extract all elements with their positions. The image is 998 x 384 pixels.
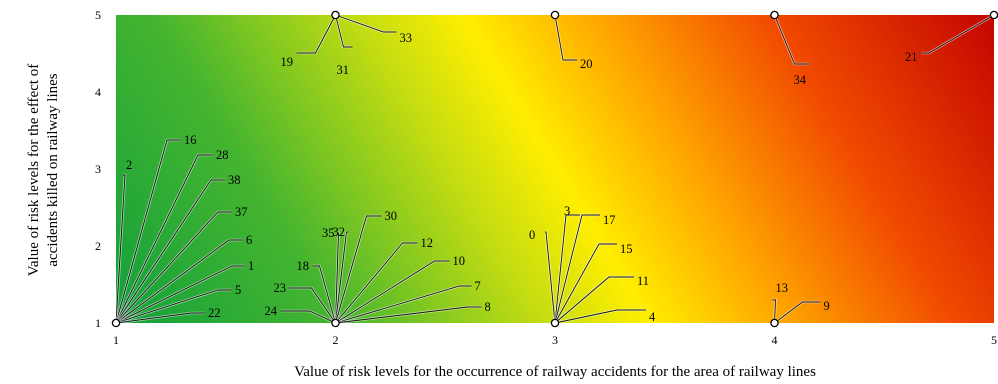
- point-label: 17: [603, 213, 616, 227]
- leader-line: [115, 289, 232, 324]
- leader-line: [335, 306, 482, 324]
- point-label: 19: [281, 55, 294, 69]
- point-label: 16: [184, 133, 197, 147]
- point-label: 3: [564, 204, 570, 218]
- leader-line: [115, 179, 225, 324]
- data-point: [550, 10, 560, 20]
- x-tick-label: 1: [113, 333, 119, 347]
- leader-line: [335, 242, 418, 324]
- point-label: 9: [824, 299, 830, 313]
- point-label: 32: [333, 225, 346, 239]
- point-label: 1: [248, 259, 254, 273]
- x-axis-title: Value of risk levels for the occurrence …: [294, 364, 816, 380]
- point-label: 34: [794, 73, 807, 87]
- y-tick-label: 1: [95, 316, 101, 330]
- point-label: 0: [529, 228, 535, 242]
- leader-line: [312, 265, 336, 324]
- x-tick-label: 2: [333, 333, 339, 347]
- point-label: 2: [126, 158, 132, 172]
- leader-line: [335, 14, 397, 33]
- y-axis-title-line: Value of risk levels for the effect of: [26, 64, 42, 277]
- leader-line: [554, 214, 600, 324]
- leader-line: [115, 312, 205, 324]
- point-label: 23: [274, 281, 287, 295]
- point-label: 35: [322, 226, 335, 240]
- point-label: 7: [475, 279, 481, 293]
- leader-line: [335, 260, 450, 324]
- data-point: [989, 10, 998, 20]
- y-tick-label: 5: [95, 8, 101, 22]
- data-markers: [111, 10, 998, 328]
- data-point: [331, 10, 340, 20]
- leader-line: [554, 309, 646, 324]
- point-label: 4: [649, 310, 656, 324]
- point-label: 38: [228, 173, 241, 187]
- leader-line: [115, 239, 243, 324]
- point-label: 18: [297, 259, 310, 273]
- y-axis-title-line: accidents killed on railway lines: [45, 73, 61, 266]
- x-tick-label: 5: [991, 333, 997, 347]
- point-label: 21: [905, 50, 918, 64]
- leader-line: [280, 310, 336, 324]
- plot-area-heatmap: [116, 15, 994, 323]
- point-label: 28: [216, 148, 229, 162]
- leader-line: [335, 215, 382, 324]
- x-tick-label: 4: [772, 333, 778, 347]
- point-label: 10: [453, 254, 466, 268]
- leader-line: [289, 287, 336, 324]
- leader-line: [545, 231, 556, 324]
- data-point: [770, 318, 779, 328]
- point-label: 30: [385, 209, 398, 223]
- point-label: 22: [208, 306, 221, 320]
- x-axis-ticks: 1 2 3 4 5: [113, 333, 997, 347]
- point-label: 33: [400, 31, 413, 45]
- leader-lines: [114, 13, 995, 325]
- y-tick-label: 2: [95, 239, 101, 253]
- point-label: 11: [637, 274, 649, 288]
- point-label: 24: [265, 304, 278, 318]
- data-point: [550, 318, 560, 328]
- leader-line: [115, 139, 181, 324]
- leader-line: [335, 14, 353, 48]
- y-axis-ticks: 1 2 3 4 5: [95, 8, 101, 330]
- leader-line: [554, 14, 577, 61]
- leader-line: [921, 14, 995, 54]
- point-label: 6: [246, 233, 252, 247]
- point-label: 15: [620, 242, 633, 256]
- leader-line: [115, 211, 232, 324]
- leader-line: [554, 243, 617, 324]
- leader-line: [115, 154, 213, 324]
- y-tick-label: 4: [95, 85, 101, 99]
- leader-line: [554, 276, 634, 324]
- data-point: [111, 318, 121, 328]
- data-point: [770, 10, 779, 20]
- point-label: 31: [337, 63, 350, 77]
- y-tick-label: 3: [95, 162, 101, 176]
- point-label: 20: [580, 57, 593, 71]
- leader-line: [774, 301, 821, 324]
- x-tick-label: 3: [552, 333, 558, 347]
- y-axis-title: Value of risk levels for the effect of ac…: [26, 64, 61, 277]
- leader-line: [296, 14, 336, 54]
- leader-line: [335, 231, 349, 324]
- leader-line: [772, 299, 776, 324]
- point-label: 5: [235, 283, 241, 297]
- leader-line: [115, 174, 126, 324]
- point-label: 8: [485, 300, 491, 314]
- leader-line: [335, 285, 472, 324]
- leader-line: [554, 214, 580, 324]
- leader-line: [115, 265, 245, 324]
- data-point: [331, 318, 340, 328]
- point-label: 37: [235, 205, 248, 219]
- leader-line: [774, 14, 810, 65]
- point-label: 12: [421, 236, 434, 250]
- leader-line: [335, 232, 339, 324]
- point-label: 13: [776, 281, 789, 295]
